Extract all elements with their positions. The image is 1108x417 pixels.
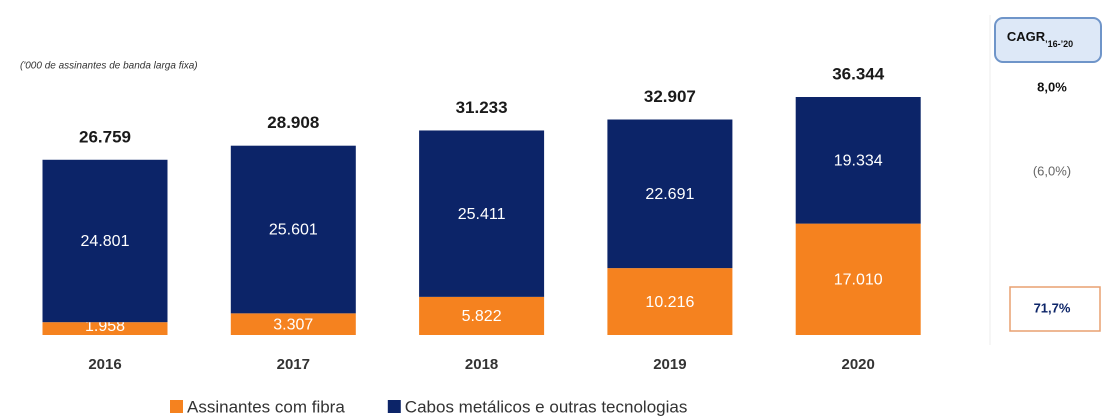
bar-segment <box>795 97 921 224</box>
total-label: 26.759 <box>79 127 131 146</box>
data-label: 5.822 <box>462 308 502 325</box>
bar-segment <box>230 313 356 335</box>
legend-swatch <box>387 400 401 413</box>
cagr-value: 71,7% <box>1034 300 1071 315</box>
x-tick-label: 2019 <box>653 356 686 373</box>
bar-segment <box>419 296 545 335</box>
legend-label: Cabos metálicos e outras tecnologias <box>405 397 688 416</box>
cagr-title-text: CAGR <box>1007 29 1046 44</box>
chart-subtitle: ('000 de assinantes de banda larga fixa) <box>20 61 198 72</box>
bar-segment <box>230 145 356 314</box>
data-label: 25.601 <box>269 222 318 239</box>
bar-segment <box>42 159 168 323</box>
cagr-value: (6,0%) <box>1033 163 1071 178</box>
cagr-subscript: ’16-’20 <box>1045 39 1073 49</box>
cagr-highlight-box <box>1009 286 1101 332</box>
bar-segment <box>795 223 921 335</box>
x-tick-label: 2017 <box>277 356 310 373</box>
bar-segment <box>607 268 733 335</box>
data-label: 24.801 <box>81 233 130 250</box>
x-tick-label: 2020 <box>842 356 875 373</box>
data-label: 22.691 <box>645 186 694 203</box>
bar-segment <box>42 322 168 335</box>
cagr-header-box <box>994 17 1102 63</box>
total-label: 32.907 <box>644 87 696 106</box>
total-label: 31.233 <box>456 98 508 117</box>
data-label: 25.411 <box>458 206 506 223</box>
x-tick-label: 2016 <box>88 356 121 373</box>
total-label: 36.344 <box>832 64 885 83</box>
legend-label: Assinantes com fibra <box>187 397 345 416</box>
legend-swatch <box>170 400 183 413</box>
bar-segment <box>607 119 733 269</box>
data-label: 19.334 <box>834 153 883 170</box>
data-label: 3.307 <box>273 316 313 333</box>
x-tick-label: 2018 <box>465 356 498 373</box>
data-label: 17.010 <box>834 272 883 289</box>
cagr-title: CAGR’16-’20 <box>1007 29 1073 49</box>
bar-segment <box>419 130 545 297</box>
data-label: 1.958 <box>85 318 125 335</box>
data-label: 10.216 <box>645 294 694 311</box>
total-label: 28.908 <box>267 113 319 132</box>
cagr-value: 8,0% <box>1037 79 1067 94</box>
